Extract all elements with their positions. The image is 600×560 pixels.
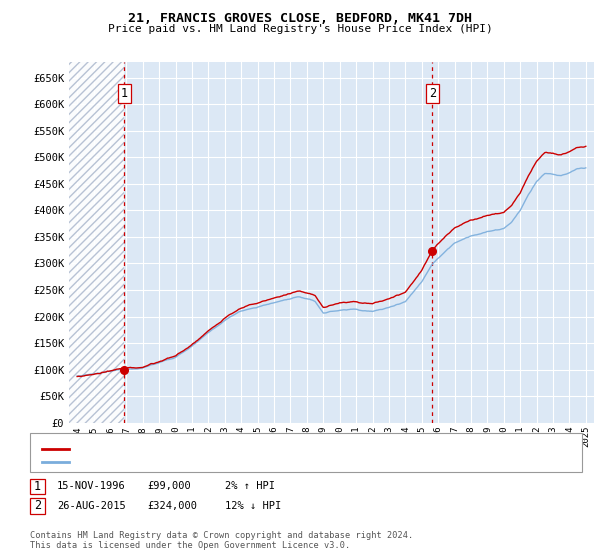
- Text: Contains HM Land Registry data © Crown copyright and database right 2024.
This d: Contains HM Land Registry data © Crown c…: [30, 531, 413, 550]
- Text: 21, FRANCIS GROVES CLOSE, BEDFORD, MK41 7DH (detached house): 21, FRANCIS GROVES CLOSE, BEDFORD, MK41 …: [75, 444, 435, 454]
- Text: 2% ↑ HPI: 2% ↑ HPI: [225, 482, 275, 491]
- Text: 15-NOV-1996: 15-NOV-1996: [57, 482, 126, 491]
- Text: 2: 2: [34, 500, 41, 512]
- Text: £99,000: £99,000: [147, 482, 191, 491]
- Text: 1: 1: [121, 87, 128, 100]
- Text: 2: 2: [429, 87, 436, 100]
- Text: HPI: Average price, detached house, Bedford: HPI: Average price, detached house, Bedf…: [75, 457, 333, 467]
- Text: 26-AUG-2015: 26-AUG-2015: [57, 501, 126, 511]
- Text: Price paid vs. HM Land Registry's House Price Index (HPI): Price paid vs. HM Land Registry's House …: [107, 24, 493, 34]
- Text: 12% ↓ HPI: 12% ↓ HPI: [225, 501, 281, 511]
- Text: £324,000: £324,000: [147, 501, 197, 511]
- Text: 1: 1: [34, 480, 41, 493]
- Polygon shape: [69, 62, 124, 423]
- Text: 21, FRANCIS GROVES CLOSE, BEDFORD, MK41 7DH: 21, FRANCIS GROVES CLOSE, BEDFORD, MK41 …: [128, 12, 472, 25]
